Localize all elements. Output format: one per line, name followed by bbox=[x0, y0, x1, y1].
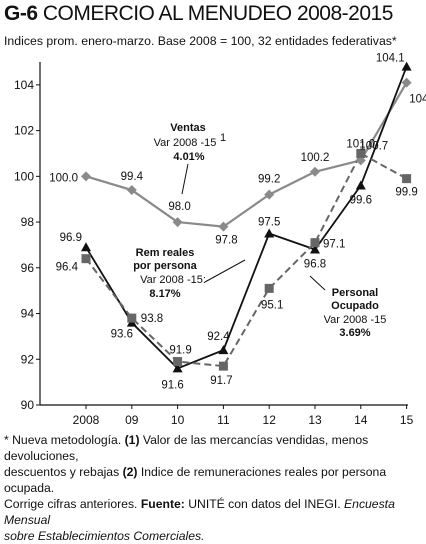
personal-point bbox=[356, 148, 366, 158]
data-label: 96.8 bbox=[304, 259, 326, 271]
y-tick-label: 96 bbox=[21, 261, 35, 275]
data-label: 99.2 bbox=[258, 174, 280, 186]
personal-point bbox=[81, 254, 91, 264]
ventas-point bbox=[81, 171, 91, 182]
data-label: 101.0 bbox=[346, 138, 375, 150]
y-tick-label: 102 bbox=[14, 124, 34, 138]
chart-subtitle: Indices prom. enero-marzo. Base 2008 = 1… bbox=[4, 34, 397, 48]
footnote-line-4: sobre Establecimientos Comerciales. bbox=[4, 529, 205, 543]
y-tick-label: 100 bbox=[14, 169, 34, 183]
rem-point bbox=[81, 242, 91, 252]
annotation-ventas-sup: 1 bbox=[220, 132, 226, 144]
annotation-ventas-pointer bbox=[181, 163, 189, 195]
y-tick-label: 92 bbox=[21, 352, 35, 366]
y-tick-label: 94 bbox=[21, 307, 35, 321]
y-tick-label: 104 bbox=[14, 78, 34, 92]
title-text: COMERCIO AL MENUDEO 2008-2015 bbox=[42, 2, 394, 25]
annotation-ventas-title: Ventas bbox=[170, 122, 205, 134]
x-tick-label: 14 bbox=[354, 413, 368, 427]
rem-point bbox=[310, 244, 320, 254]
data-label: 100.7 bbox=[359, 140, 388, 152]
ventas-point bbox=[264, 189, 275, 200]
rem-point bbox=[172, 363, 183, 373]
annotation-ventas-value: 4.01% bbox=[173, 151, 204, 163]
data-label: 100.0 bbox=[49, 172, 78, 184]
annotation-personal-title2: Ocupado bbox=[331, 300, 379, 312]
annotation-rem-pointer bbox=[204, 259, 246, 283]
data-label: 96.9 bbox=[60, 232, 82, 244]
axes: 90 92 94 96 98 100 102 104 2008 09 10 11 12 13 14 15 bbox=[14, 62, 414, 427]
x-tick-label: 11 bbox=[217, 413, 230, 427]
x-tick-label: 10 bbox=[171, 413, 185, 427]
rem-point bbox=[401, 61, 412, 71]
personal-point bbox=[218, 361, 228, 371]
rem-point bbox=[218, 345, 229, 355]
annotation-personal-value: 3.69% bbox=[339, 327, 370, 339]
x-tick-label: 15 bbox=[400, 413, 414, 427]
annotation-personal-title1: Personal bbox=[332, 287, 378, 299]
data-label: 93.8 bbox=[141, 313, 163, 325]
data-label: 97.1 bbox=[323, 239, 345, 251]
ventas-point bbox=[401, 77, 412, 88]
annotation-ventas: Ventas Var 2008 -15 1 4.01% bbox=[154, 122, 226, 195]
data-label: 97.8 bbox=[215, 235, 237, 247]
rem-point bbox=[264, 228, 275, 238]
data-labels: 100.0 99.4 98.0 97.8 99.2 100.2 101.0 104.8 96.9… bbox=[49, 53, 426, 392]
footnote-line-1: * Nueva metodología. (1) Valor de las me… bbox=[4, 433, 369, 463]
series-line-1 bbox=[85, 66, 408, 370]
ventas-point bbox=[310, 166, 320, 177]
data-label: 91.7 bbox=[210, 375, 232, 387]
rem-point bbox=[355, 180, 366, 190]
graph-number: G-6 bbox=[4, 2, 38, 25]
series-lines bbox=[85, 66, 408, 370]
annotation-ventas-period: Var 2008 -15 bbox=[154, 137, 217, 149]
annotation-rem-title1: Rem reales bbox=[136, 247, 195, 259]
data-label: 97.5 bbox=[258, 217, 280, 229]
x-tick-label: 2008 bbox=[73, 413, 100, 427]
data-label: 91.9 bbox=[169, 345, 191, 357]
data-label: 99.9 bbox=[395, 187, 417, 199]
footnote-line-3: Corrige cifras anteriores. Fuente: UNITÉ… bbox=[4, 497, 395, 527]
chart-title: G-6 COMERCIO AL MENUDEO 2008-2015 bbox=[4, 2, 393, 26]
ventas-point bbox=[172, 217, 183, 228]
annotation-rem-value: 8.17% bbox=[149, 288, 180, 300]
data-label: 93.6 bbox=[111, 329, 133, 341]
personal-point bbox=[173, 357, 183, 367]
data-label: 99.6 bbox=[350, 194, 372, 206]
data-label: 104.8 bbox=[409, 94, 426, 106]
data-label: 96.4 bbox=[56, 262, 79, 274]
y-tick-label: 98 bbox=[21, 215, 35, 229]
series-line-0 bbox=[85, 82, 408, 228]
personal-point bbox=[310, 238, 320, 248]
data-label: 99.4 bbox=[121, 171, 144, 183]
annotation-personal-period: Var 2008 -15 bbox=[324, 314, 387, 326]
personal-point bbox=[264, 283, 274, 293]
x-tick-label: 12 bbox=[263, 413, 277, 427]
annotation-rem: Rem reales por persona Var 2008 -15: 8.1… bbox=[133, 247, 246, 300]
ventas-point bbox=[126, 185, 137, 196]
data-label: 91.6 bbox=[161, 379, 183, 391]
x-tick-label: 13 bbox=[308, 413, 322, 427]
data-label: 104.1 bbox=[376, 53, 405, 65]
annotation-rem-period: Var 2008 -15: bbox=[140, 274, 206, 286]
annotation-personal: Personal Ocupado Var 2008 -15 3.69% bbox=[309, 275, 387, 339]
footnote-line-2: descuentos y rebajas (2) Indice de remun… bbox=[4, 465, 387, 495]
y-tick-label: 90 bbox=[21, 398, 35, 412]
data-label: 92.4 bbox=[207, 331, 230, 343]
ventas-point bbox=[218, 221, 229, 232]
footnote: * Nueva metodología. (1) Valor de las me… bbox=[4, 432, 422, 544]
data-label: 95.1 bbox=[261, 299, 283, 311]
data-label: 98.0 bbox=[168, 201, 190, 213]
series-markers bbox=[81, 61, 412, 373]
annotation-personal-pointer bbox=[309, 275, 326, 291]
annotation-rem-title2: por persona bbox=[133, 260, 197, 272]
personal-point bbox=[127, 313, 137, 323]
data-label: 100.2 bbox=[301, 152, 330, 164]
line-chart: 90 92 94 96 98 100 102 104 2008 09 10 11 12 13 14 15 10… bbox=[14, 53, 426, 427]
series-line-2 bbox=[85, 152, 408, 368]
x-tick-label: 09 bbox=[125, 413, 139, 427]
personal-point bbox=[402, 174, 412, 184]
